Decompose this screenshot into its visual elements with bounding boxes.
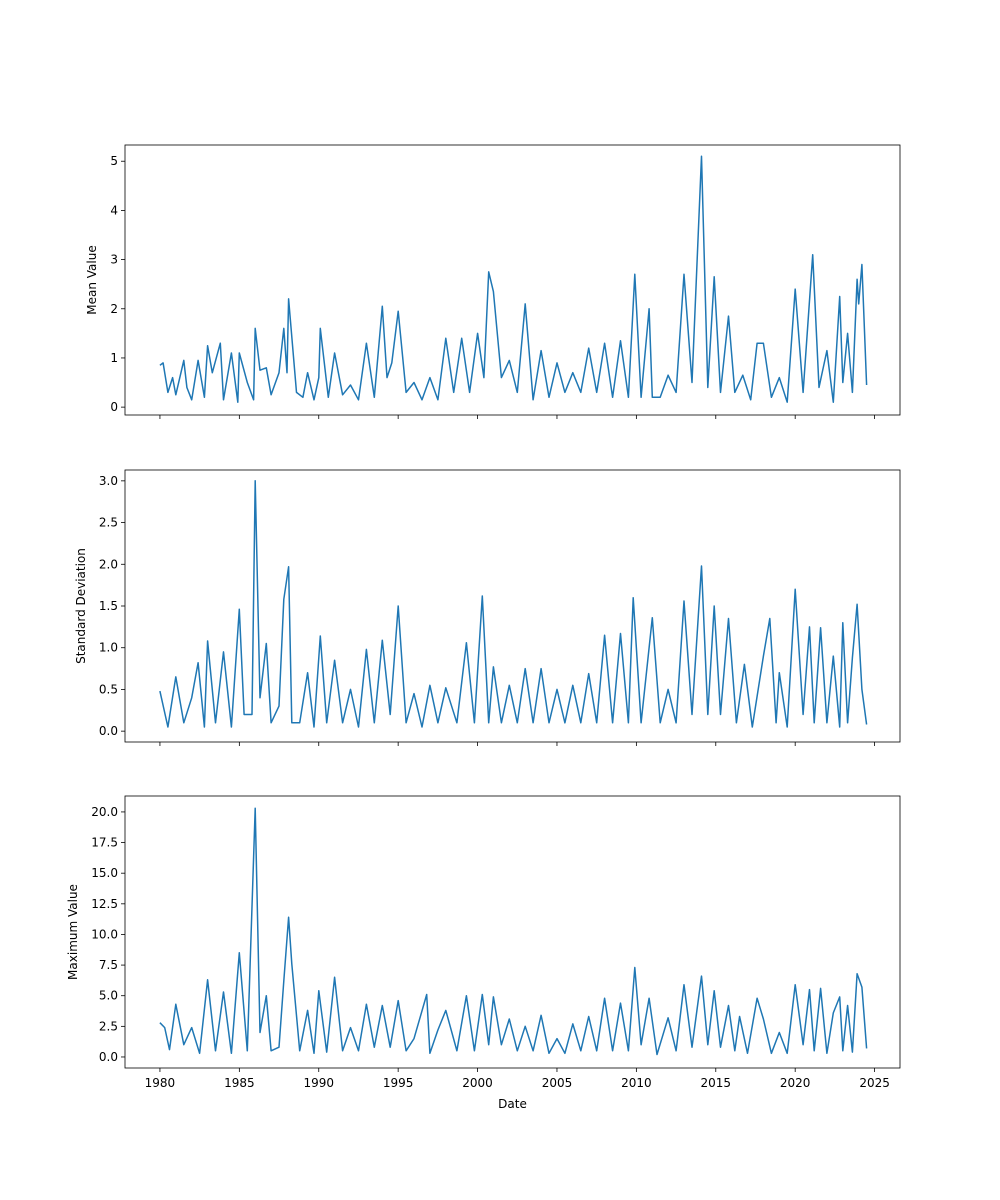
x-tick-label: 2015: [701, 1076, 732, 1090]
y-tick-label: 0.0: [99, 724, 118, 738]
x-tick-label: 1980: [145, 1076, 176, 1090]
y-tick-label: 5: [110, 154, 118, 168]
y-tick-label: 3: [110, 253, 118, 267]
y-tick-label: 7.5: [99, 958, 118, 972]
y-tick-label: 20.0: [91, 805, 118, 819]
y-tick-label: 15.0: [91, 866, 118, 880]
axes-frame: [124, 795, 901, 1069]
series-line: [159, 807, 868, 1056]
y-tick-label: 10.0: [91, 927, 118, 941]
y-tick-label: 2.0: [99, 557, 118, 571]
x-tick-label: 2025: [859, 1076, 890, 1090]
y-axis-label: Mean Value: [85, 245, 99, 314]
y-tick-label: 12.5: [91, 897, 118, 911]
x-tick-label: 1985: [224, 1076, 255, 1090]
y-tick-label: 4: [110, 203, 118, 217]
y-tick-label: 1.5: [99, 599, 118, 613]
y-tick-label: 17.5: [91, 836, 118, 850]
y-tick-label: 5.0: [99, 989, 118, 1003]
y-tick-label: 2.5: [99, 1019, 118, 1033]
axes-frame: [124, 469, 901, 743]
y-tick-label: 0: [110, 400, 118, 414]
x-axis-label: Date: [498, 1097, 527, 1111]
y-tick-label: 3.0: [99, 474, 118, 488]
y-axis-label: Standard Deviation: [74, 548, 88, 664]
y-tick-label: 0.5: [99, 682, 118, 696]
x-tick-label: 1990: [303, 1076, 334, 1090]
subplot-3: 0.0 2.5 5.0 7.5 10.0 12.5 15.0 17.5 20.0 1980 1985…: [66, 795, 901, 1111]
x-tick-label: 2000: [462, 1076, 493, 1090]
y-tick-label: 1: [110, 351, 118, 365]
y-axis-label: Maximum Value: [66, 884, 80, 980]
y-tick-label: 2: [110, 302, 118, 316]
y-tick-label: 2.5: [99, 516, 118, 530]
y-tick-label: 1.0: [99, 641, 118, 655]
series-line: [159, 480, 868, 728]
y-tick-label: 0.0: [99, 1050, 118, 1064]
x-tick-label: 1995: [383, 1076, 414, 1090]
x-tick-label: 2005: [542, 1076, 573, 1090]
series-line: [159, 155, 868, 403]
x-tick-label: 2020: [780, 1076, 811, 1090]
subplot-2: 0.0 0.5 1.0 1.5 2.0 2.5 3.0 Standard Deviation: [74, 469, 901, 746]
subplot-1: 0 1 2 3 4 5 Mean Value: [85, 144, 901, 419]
axes-frame: [124, 144, 901, 416]
x-tick-label: 2010: [621, 1076, 652, 1090]
